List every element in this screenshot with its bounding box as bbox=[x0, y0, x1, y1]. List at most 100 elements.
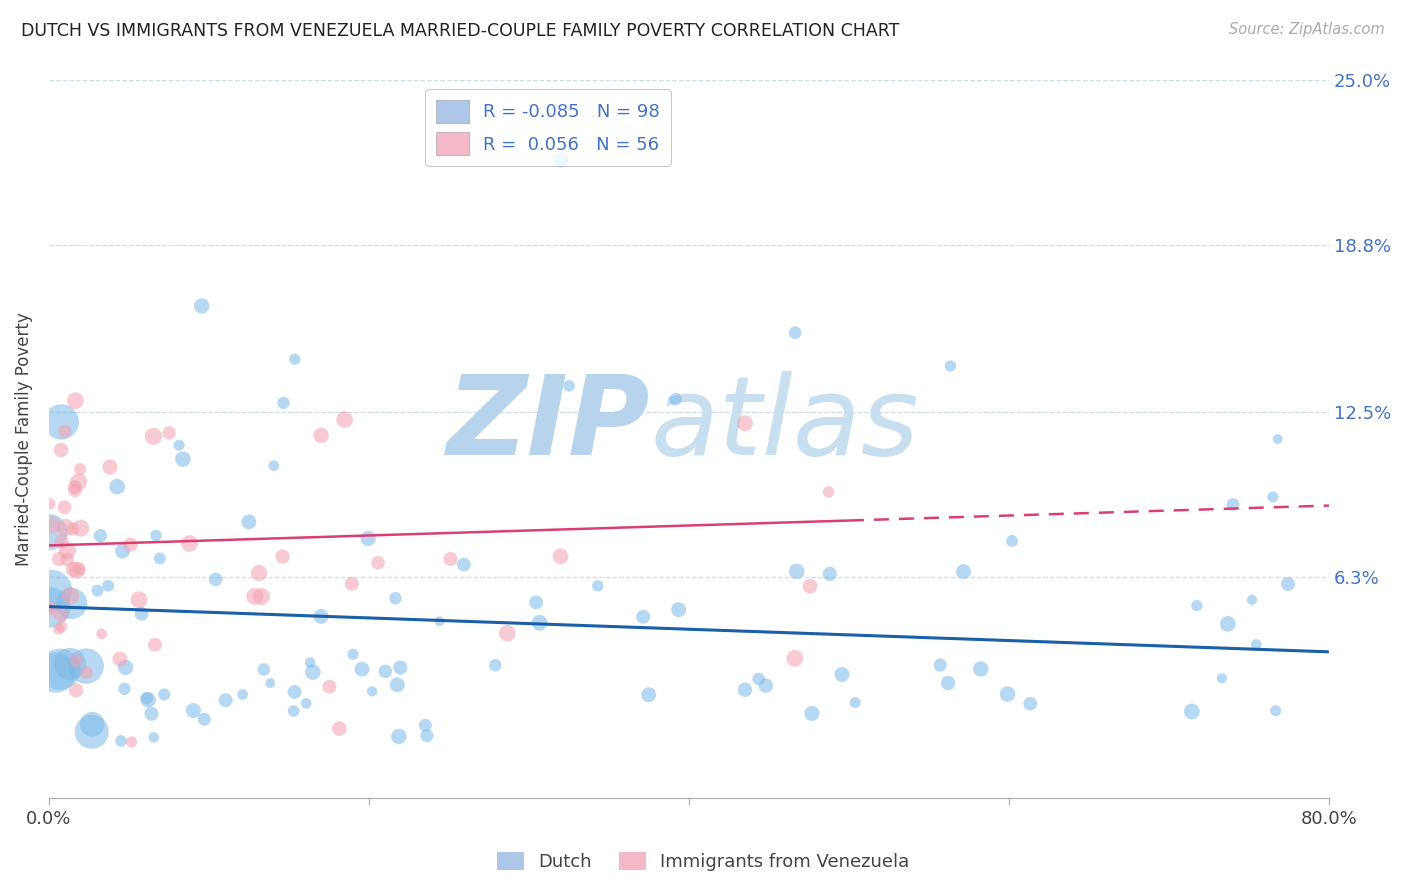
Point bbox=[273, 396, 295, 410]
Point bbox=[243, 590, 266, 604]
Point bbox=[97, 579, 120, 593]
Point bbox=[145, 528, 167, 542]
Point bbox=[668, 602, 690, 616]
Point bbox=[799, 579, 821, 593]
Point bbox=[167, 438, 190, 452]
Point bbox=[53, 424, 76, 438]
Point bbox=[51, 620, 73, 634]
Point bbox=[143, 638, 166, 652]
Point bbox=[637, 688, 659, 702]
Point bbox=[800, 706, 823, 721]
Point bbox=[69, 521, 91, 535]
Point bbox=[65, 654, 87, 668]
Point bbox=[60, 597, 83, 611]
Point bbox=[153, 688, 176, 702]
Point bbox=[190, 299, 212, 313]
Point bbox=[429, 614, 451, 628]
Point bbox=[340, 577, 363, 591]
Point bbox=[157, 425, 180, 440]
Point bbox=[970, 662, 993, 676]
Point bbox=[39, 497, 62, 511]
Point bbox=[734, 416, 756, 430]
Point bbox=[550, 153, 572, 167]
Point bbox=[121, 735, 143, 749]
Point bbox=[550, 549, 572, 564]
Point bbox=[388, 730, 411, 744]
Point bbox=[128, 592, 150, 607]
Point bbox=[149, 551, 172, 566]
Point bbox=[179, 536, 201, 550]
Point bbox=[110, 734, 132, 748]
Point bbox=[831, 667, 853, 681]
Point bbox=[783, 326, 806, 340]
Point bbox=[783, 651, 806, 665]
Point bbox=[53, 500, 76, 515]
Text: ZIP: ZIP bbox=[447, 371, 651, 478]
Point bbox=[259, 676, 281, 690]
Point bbox=[844, 696, 866, 710]
Point bbox=[238, 515, 260, 529]
Point bbox=[63, 483, 86, 498]
Point bbox=[49, 607, 72, 622]
Point bbox=[333, 412, 356, 426]
Point bbox=[39, 601, 62, 615]
Point bbox=[1211, 671, 1233, 685]
Point bbox=[997, 687, 1019, 701]
Point bbox=[1277, 577, 1299, 591]
Point bbox=[309, 428, 332, 442]
Point bbox=[328, 722, 350, 736]
Point bbox=[204, 573, 226, 587]
Y-axis label: Married-Couple Family Poverty: Married-Couple Family Poverty bbox=[15, 312, 32, 566]
Point bbox=[416, 729, 439, 743]
Point bbox=[361, 684, 384, 698]
Point bbox=[48, 622, 70, 636]
Point bbox=[39, 600, 62, 615]
Text: Source: ZipAtlas.com: Source: ZipAtlas.com bbox=[1229, 22, 1385, 37]
Point bbox=[131, 607, 153, 621]
Point bbox=[284, 352, 307, 367]
Point bbox=[1185, 599, 1208, 613]
Point bbox=[75, 665, 97, 680]
Point bbox=[1264, 704, 1286, 718]
Point bbox=[665, 392, 688, 406]
Point bbox=[524, 595, 547, 609]
Point bbox=[1181, 705, 1204, 719]
Point bbox=[387, 678, 409, 692]
Point bbox=[232, 688, 254, 702]
Point bbox=[114, 660, 136, 674]
Point bbox=[80, 724, 103, 739]
Point bbox=[1240, 593, 1263, 607]
Legend: R = -0.085   N = 98, R =  0.056   N = 56: R = -0.085 N = 98, R = 0.056 N = 56 bbox=[426, 89, 671, 166]
Point bbox=[271, 549, 294, 564]
Point bbox=[936, 676, 959, 690]
Point bbox=[374, 665, 396, 679]
Point bbox=[952, 565, 974, 579]
Point bbox=[141, 706, 163, 721]
Point bbox=[98, 460, 121, 475]
Point bbox=[63, 480, 86, 494]
Point bbox=[350, 662, 373, 676]
Point bbox=[586, 579, 609, 593]
Text: DUTCH VS IMMIGRANTS FROM VENEZUELA MARRIED-COUPLE FAMILY POVERTY CORRELATION CHA: DUTCH VS IMMIGRANTS FROM VENEZUELA MARRI… bbox=[21, 22, 900, 40]
Point bbox=[65, 683, 87, 698]
Point bbox=[484, 658, 506, 673]
Point bbox=[105, 480, 128, 494]
Point bbox=[48, 552, 70, 566]
Point bbox=[59, 589, 82, 603]
Point bbox=[529, 615, 551, 630]
Point bbox=[283, 704, 305, 718]
Point bbox=[172, 452, 194, 467]
Point bbox=[86, 583, 108, 598]
Point bbox=[357, 532, 380, 546]
Point bbox=[253, 663, 276, 677]
Point bbox=[342, 647, 364, 661]
Point bbox=[755, 679, 778, 693]
Point bbox=[1261, 490, 1284, 504]
Point bbox=[1216, 616, 1239, 631]
Point bbox=[818, 566, 841, 581]
Point bbox=[55, 520, 77, 534]
Point bbox=[142, 429, 165, 443]
Point bbox=[631, 609, 654, 624]
Point bbox=[183, 704, 205, 718]
Point bbox=[295, 696, 318, 710]
